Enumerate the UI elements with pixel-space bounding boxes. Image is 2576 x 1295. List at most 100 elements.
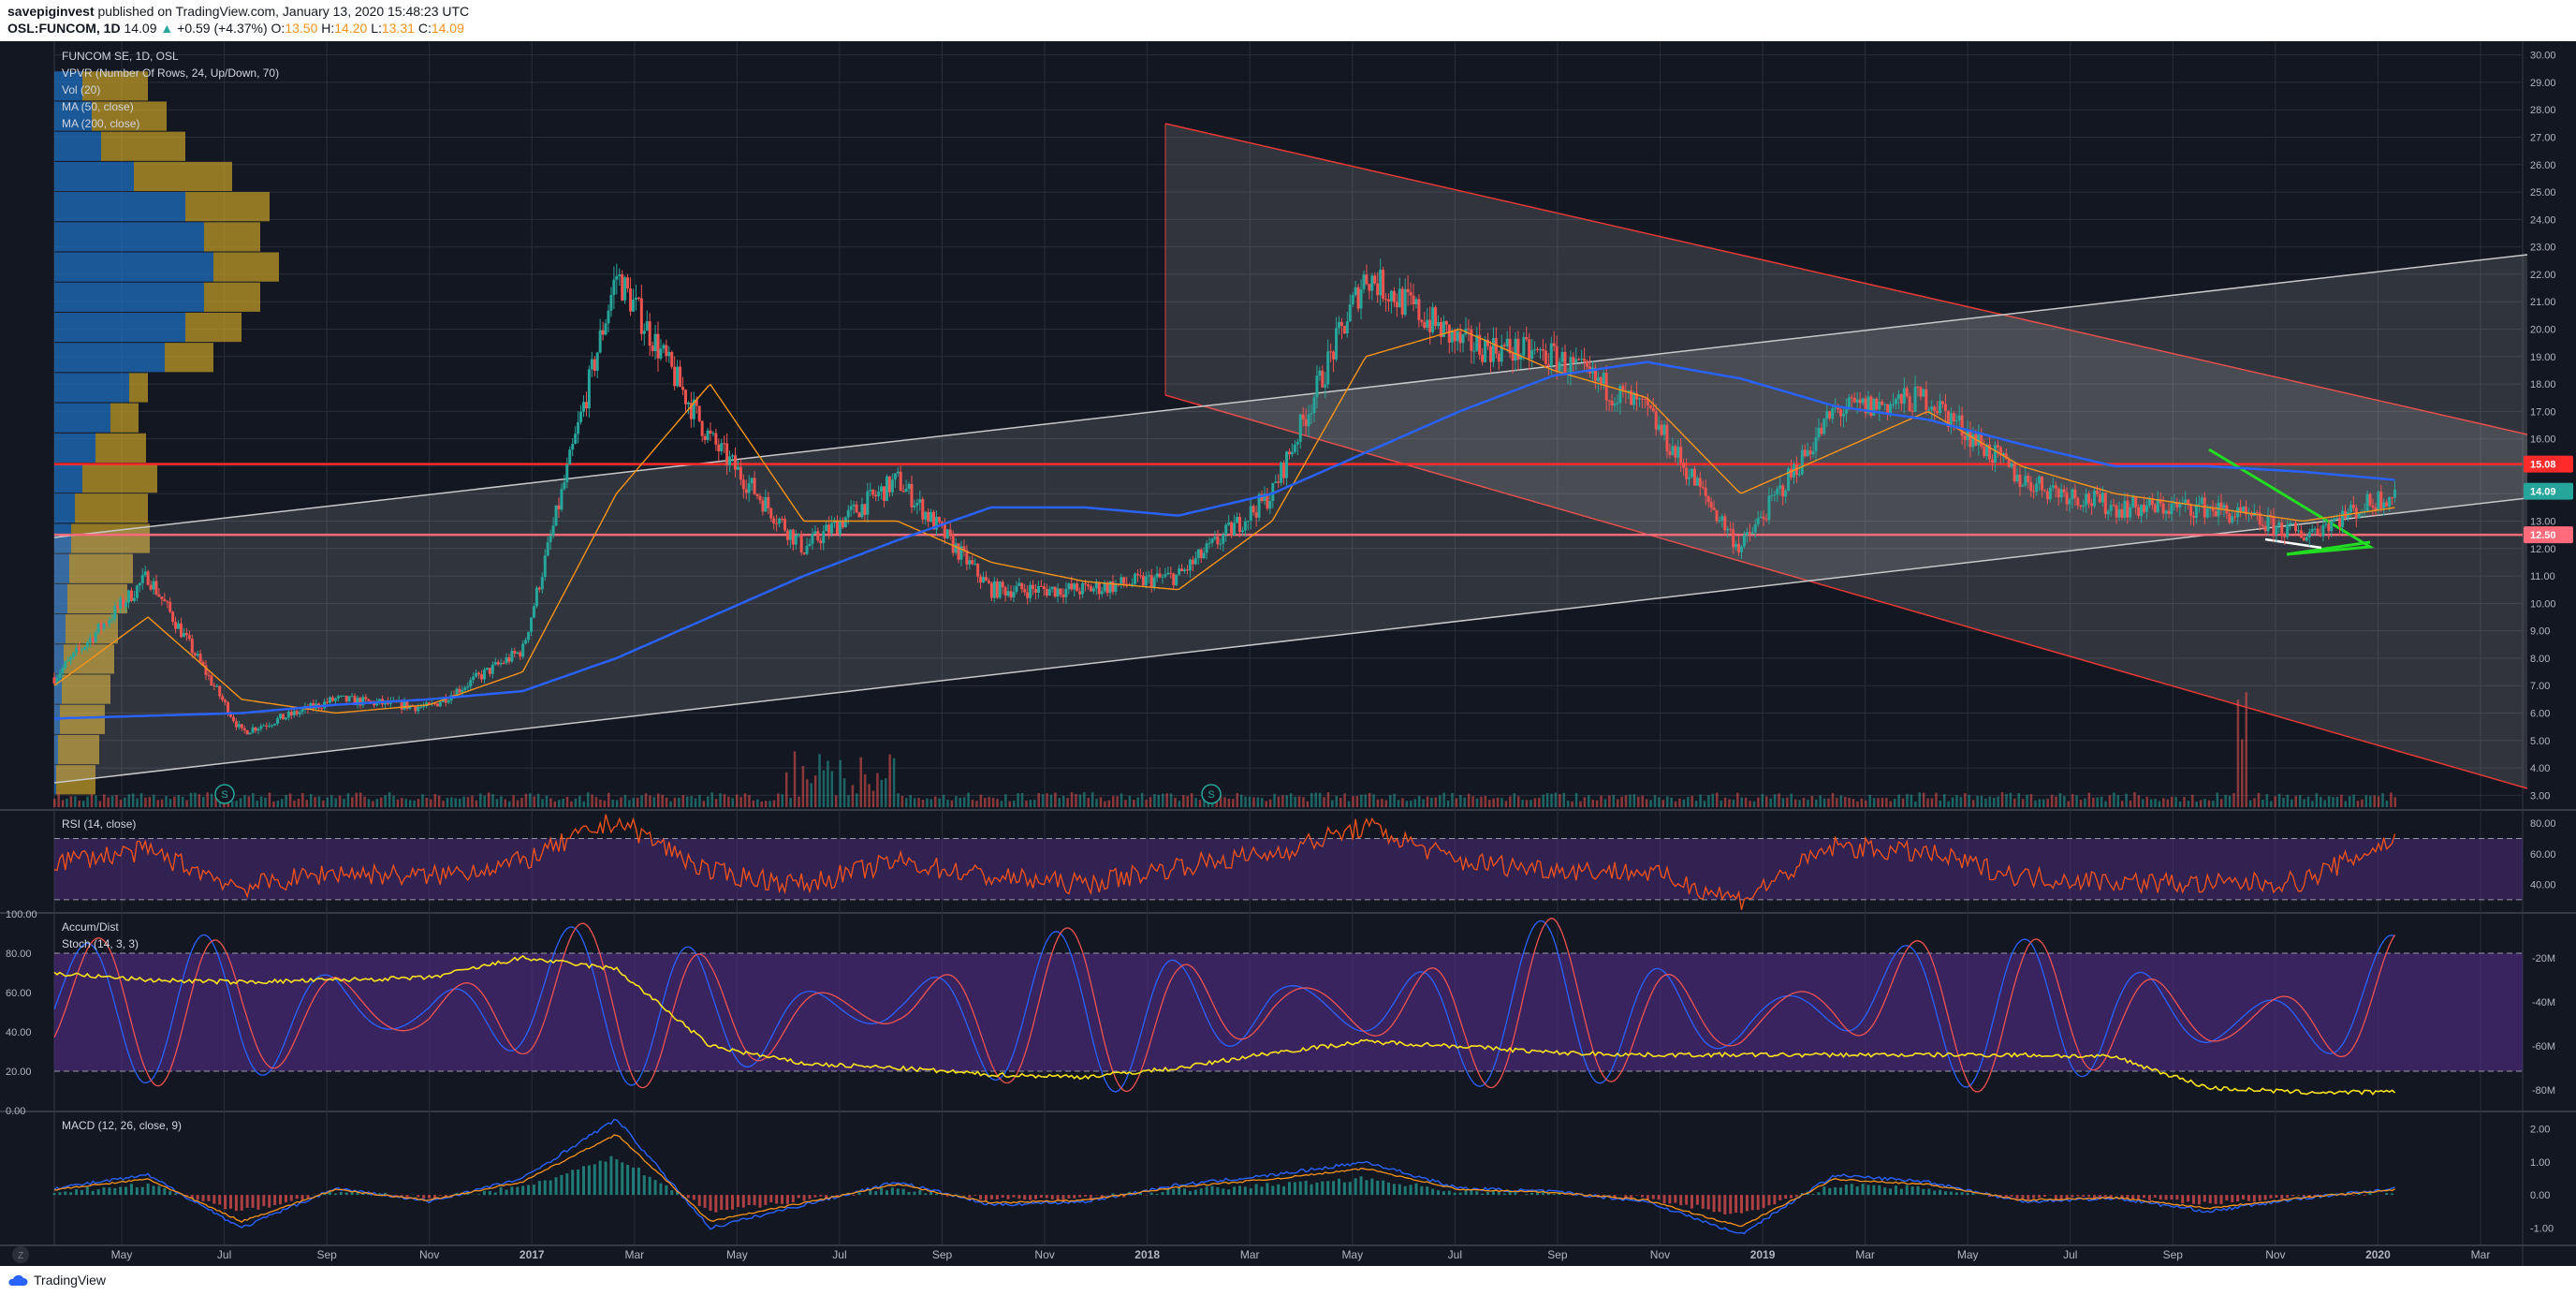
candle-body	[2001, 453, 2005, 456]
y-tick-label: 20.00	[2530, 325, 2556, 336]
macd-histogram-bar	[642, 1175, 646, 1196]
y-tick-label: 5.00	[2530, 736, 2550, 747]
candle-body	[2156, 498, 2159, 512]
volume-bar	[1384, 800, 1388, 807]
candle-body	[623, 277, 627, 301]
volume-bar	[1715, 792, 1719, 807]
volume-bar	[442, 801, 445, 807]
candle-body	[2164, 510, 2168, 514]
macd-histogram-bar	[2038, 1195, 2042, 1199]
macd-histogram-bar	[543, 1180, 547, 1196]
volume-bar	[1868, 794, 1871, 807]
macd-histogram-bar	[2275, 1195, 2278, 1199]
volume-bar	[562, 798, 564, 807]
candle-body	[639, 298, 643, 334]
candle-body	[1723, 516, 1727, 531]
volume-bar	[1157, 794, 1161, 807]
macd-histogram-bar	[968, 1195, 972, 1199]
macd-histogram-bar	[1084, 1195, 1088, 1197]
candle-body	[1889, 404, 1893, 414]
volume-bar	[1281, 795, 1284, 807]
candle-body	[361, 697, 365, 706]
candle-body	[1778, 485, 1782, 489]
macd-histogram-bar	[329, 1191, 332, 1196]
macd-histogram-bar	[697, 1195, 701, 1206]
volume-bar	[1248, 796, 1251, 807]
candle-body	[648, 321, 651, 346]
candle-body	[1202, 552, 1206, 559]
candle-body	[1767, 495, 1771, 521]
volume-bar	[1856, 801, 1859, 807]
volume-bar	[801, 766, 805, 807]
tradingview-logo[interactable]: TradingView	[7, 1273, 106, 1288]
candle-body	[785, 530, 789, 540]
publisher-user[interactable]: savepiginvest	[7, 4, 95, 19]
candle-body	[601, 330, 605, 335]
macd-histogram-bar	[80, 1189, 83, 1196]
macd-histogram-bar	[268, 1195, 271, 1208]
white-channel-upper	[53, 254, 2528, 538]
volume-bar	[1434, 797, 1438, 807]
candle-body	[1538, 349, 1542, 351]
volume-bar	[1786, 797, 1789, 807]
volume-bar	[1198, 800, 1202, 807]
candle-body	[703, 435, 707, 440]
candle-body	[1969, 430, 1972, 448]
macd-histogram-bar	[2192, 1195, 2196, 1204]
volume-bar	[1554, 792, 1558, 807]
dividend-marker-label: S	[1208, 789, 1214, 801]
legend-study: MA (200, close)	[62, 117, 139, 130]
macd-histogram-bar	[1067, 1195, 1071, 1199]
macd-histogram-bar	[251, 1195, 255, 1208]
candle-body	[995, 581, 999, 598]
candle-body	[725, 443, 729, 465]
candle-body	[1572, 357, 1575, 363]
volume-bar	[1410, 801, 1412, 807]
candle-body	[1916, 387, 1920, 389]
volume-bar	[2377, 796, 2380, 807]
y-tick-label: 11.00	[2530, 571, 2555, 582]
macd-histogram-bar	[2065, 1195, 2069, 1199]
candle-body	[571, 443, 575, 450]
candle-body	[2029, 482, 2033, 492]
candle-body	[907, 483, 911, 489]
macd-histogram-bar	[1237, 1185, 1241, 1196]
macd-tick-label: 0.00	[2530, 1190, 2550, 1201]
volume-bar	[1120, 793, 1123, 807]
candle-body	[1307, 414, 1310, 427]
candle-body	[1216, 537, 1220, 545]
macd-pane	[52, 1118, 2395, 1235]
macd-histogram-bar	[1470, 1190, 1473, 1196]
candle-body	[482, 670, 486, 680]
volume-bar	[2042, 799, 2045, 807]
macd-histogram-bar	[1508, 1190, 1512, 1196]
macd-histogram-bar	[64, 1191, 67, 1196]
volume-bar	[975, 801, 978, 807]
candle-body	[1866, 396, 1870, 414]
candle-body	[1345, 321, 1349, 334]
macd-histogram-bar	[676, 1191, 680, 1196]
volume-bar	[189, 792, 193, 807]
macd-histogram-bar	[1260, 1186, 1264, 1196]
candle-body	[2203, 497, 2206, 518]
macd-histogram-bar	[565, 1173, 569, 1196]
candle-body	[190, 639, 194, 654]
symbol-name[interactable]: OSL:FUNCOM, 1D	[7, 21, 121, 36]
volume-bar	[1413, 799, 1416, 807]
macd-histogram-bar	[918, 1190, 922, 1196]
macd-histogram-bar	[703, 1195, 707, 1208]
macd-histogram-bar	[665, 1185, 668, 1196]
macd-histogram-bar	[609, 1155, 613, 1196]
candle-body	[2144, 505, 2148, 512]
volume-bar	[2361, 799, 2364, 807]
macd-histogram-bar	[1916, 1185, 1920, 1196]
candle-body	[402, 701, 406, 710]
volume-bar	[971, 800, 974, 807]
candle-body	[835, 520, 839, 535]
candle-body	[1980, 434, 1983, 447]
macd-histogram-bar	[1767, 1195, 1771, 1206]
candle-body	[132, 597, 136, 601]
candle-body	[99, 623, 103, 629]
